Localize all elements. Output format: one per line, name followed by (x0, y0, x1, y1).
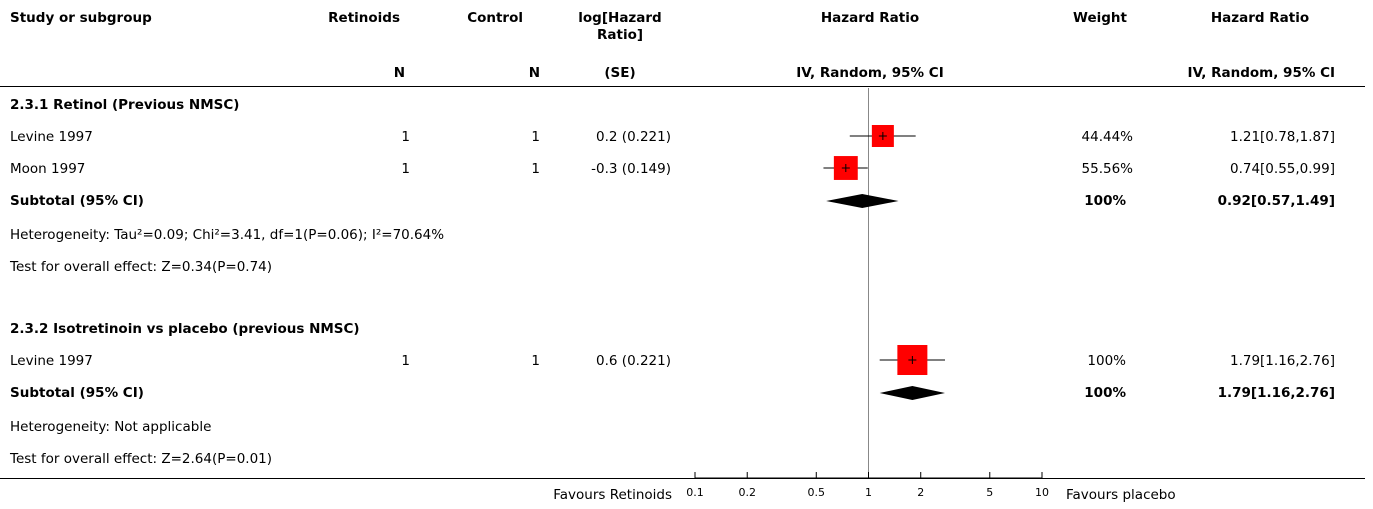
study-n-control: 1 (531, 129, 540, 145)
study-weight: 55.56% (1081, 161, 1133, 177)
study-weight: 100% (1087, 353, 1126, 369)
subtotal-label: Subtotal (95% CI) (10, 385, 144, 401)
heterogeneity-text: Heterogeneity: Tau²=0.09; Chi²=3.41, df=… (10, 227, 445, 243)
x-tick-label: 0.2 (738, 486, 756, 499)
header-ci-method: IV, Random, 95% CI (1187, 65, 1335, 81)
favours-left-label: Favours Retinoids (553, 487, 672, 503)
header-control: Control (467, 10, 523, 26)
header-loghr-line2: Ratio] (596, 27, 644, 43)
subtotal-weight: 100% (1084, 385, 1126, 401)
x-tick-label: 10 (1035, 486, 1049, 499)
favours-right-label: Favours placebo (1066, 487, 1176, 503)
study-loghr: -0.3 (0.149) (591, 161, 671, 177)
header-divider (0, 86, 1365, 87)
overall-effect-text: Test for overall effect: Z=2.64(P=0.01) (10, 451, 273, 467)
study-name: Levine 1997 (10, 129, 93, 145)
study-n-control: 1 (531, 161, 540, 177)
x-tick-label: 2 (917, 486, 924, 499)
header-retinoids: Retinoids (328, 10, 400, 26)
subtotal-diamond (879, 386, 945, 400)
study-name: Levine 1997 (10, 353, 93, 369)
x-tick-label: 1 (865, 486, 872, 499)
subtotal-diamond (826, 194, 899, 208)
study-n-retinoids: 1 (401, 129, 410, 145)
study-loghr: 0.6 (0.221) (596, 353, 671, 369)
x-tick-label: 5 (986, 486, 993, 499)
subtotal-ci: 1.79[1.16,2.76] (1217, 385, 1335, 401)
header-weight: Weight (1073, 10, 1127, 26)
overall-effect-text: Test for overall effect: Z=0.34(P=0.74) (10, 259, 273, 275)
study-n-control: 1 (531, 353, 540, 369)
study-weight: 44.44% (1081, 129, 1133, 145)
header-se: (SE) (604, 65, 636, 81)
study-ci: 1.79[1.16,2.76] (1229, 353, 1335, 369)
header-hr-plot: Hazard Ratio (820, 10, 920, 26)
header-study: Study or subgroup (10, 10, 152, 26)
study-loghr: 0.2 (0.221) (596, 129, 671, 145)
group-title: 2.3.2 Isotretinoin vs placebo (previous … (10, 321, 360, 337)
x-tick-label: 0.5 (808, 486, 826, 499)
study-ci: 0.74[0.55,0.99] (1229, 161, 1335, 177)
header-n-control: N (528, 65, 540, 81)
footer-divider (0, 478, 1365, 479)
header-hr-ci: Hazard Ratio (1210, 10, 1310, 26)
heterogeneity-text: Heterogeneity: Not applicable (10, 419, 212, 435)
group-title: 2.3.1 Retinol (Previous NMSC) (10, 97, 240, 113)
header-plot-method: IV, Random, 95% CI (796, 65, 944, 81)
header-loghr-line1: log[Hazard (578, 10, 662, 26)
x-tick-label: 0.1 (686, 486, 704, 499)
study-ci: 1.21[0.78,1.87] (1229, 129, 1335, 145)
study-n-retinoids: 1 (401, 161, 410, 177)
subtotal-weight: 100% (1084, 193, 1126, 209)
header-n-retinoids: N (393, 65, 405, 81)
study-name: Moon 1997 (10, 161, 86, 177)
study-n-retinoids: 1 (401, 353, 410, 369)
subtotal-ci: 0.92[0.57,1.49] (1217, 193, 1335, 209)
subtotal-label: Subtotal (95% CI) (10, 193, 144, 209)
